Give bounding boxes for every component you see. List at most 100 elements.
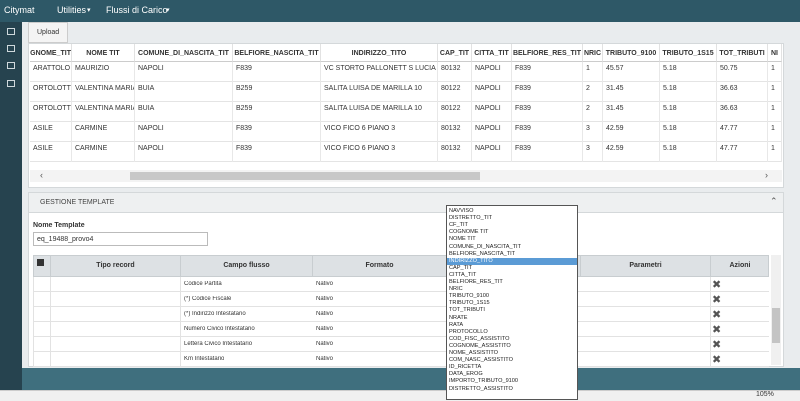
dropdown-item[interactable]: RATA xyxy=(449,321,464,328)
dropdown-item[interactable]: CITTA_TIT xyxy=(449,271,477,278)
grid-row xyxy=(33,352,769,367)
sidebar-icon[interactable] xyxy=(7,80,15,87)
delete-icon[interactable]: ✖ xyxy=(712,354,722,366)
dropdown-item[interactable]: COM_NASC_ASSISTITO xyxy=(449,357,513,364)
grid-cell xyxy=(710,292,711,307)
dropdown-item[interactable]: IMPORTO_TRIBUTO_9100 xyxy=(449,378,519,385)
table-cell: 2 xyxy=(583,102,603,122)
table-cell: F839 xyxy=(512,142,583,162)
table-cell: BUIA xyxy=(135,82,233,102)
scroll-thumb[interactable] xyxy=(130,172,480,180)
format: Nativo xyxy=(316,311,334,317)
sidebar-icon[interactable] xyxy=(7,62,15,69)
dropdown-item[interactable]: INDIRIZZO_TITO xyxy=(447,257,577,265)
dropdown-item[interactable]: BELFIORE_NASCITA_TIT xyxy=(449,250,516,257)
upload-tab[interactable]: Upload xyxy=(28,22,68,43)
table-cell: F839 xyxy=(512,62,583,82)
dropdown-item[interactable]: DATA_EROG xyxy=(449,371,483,378)
grid-cell xyxy=(180,352,181,367)
table-header: NRIC xyxy=(583,44,603,62)
table-row xyxy=(30,102,782,122)
table-cell: ARATTOLO xyxy=(30,62,72,82)
brand[interactable]: Citymat xyxy=(4,5,35,15)
table-cell: 2 xyxy=(583,82,603,102)
grid-row xyxy=(33,307,769,322)
dropdown-item[interactable]: CF_TIT xyxy=(449,222,468,229)
table-cell: 31.45 xyxy=(603,102,660,122)
scroll-right[interactable]: › xyxy=(765,170,768,180)
table-cell: ORTOLOTTI xyxy=(30,102,72,122)
table-cell: 3 xyxy=(583,142,603,162)
dropdown-item[interactable]: COGNOME TIT xyxy=(449,229,489,236)
dropdown-item[interactable]: DISTRETTO_ASSISTITO xyxy=(449,385,513,392)
dropdown-item[interactable]: NRATE xyxy=(449,314,468,321)
dropdown-item[interactable]: COMUNE_DI_NASCITA_TIT xyxy=(449,243,522,250)
table-cell: 3 xyxy=(583,122,603,142)
v-thumb[interactable] xyxy=(772,308,780,343)
grid-header: Campo flusso xyxy=(180,255,312,277)
grid-cell xyxy=(710,352,711,367)
delete-icon[interactable]: ✖ xyxy=(712,279,722,291)
table-header: CITTA_TIT xyxy=(472,44,512,62)
sidebar xyxy=(0,22,22,390)
dropdown-item[interactable]: TRIBUTO_9100 xyxy=(449,293,490,300)
table-cell: 42.59 xyxy=(603,122,660,142)
dropdown-item[interactable]: TOT_TRIBUTI xyxy=(449,307,485,314)
table-cell: F839 xyxy=(512,82,583,102)
sidebar-icon[interactable] xyxy=(7,45,15,52)
status-bar xyxy=(0,390,800,401)
grid-cell xyxy=(180,322,181,337)
dropdown-item[interactable]: TRIBUTO_1S15 xyxy=(449,300,490,307)
table-cell: NAPOLI xyxy=(472,142,512,162)
table-header: COMUNE_DI_NASCITA_TIT xyxy=(135,44,233,62)
dropdown[interactable] xyxy=(446,205,578,400)
table-header: BELFIORE_RES_TIT xyxy=(512,44,583,62)
dropdown-item[interactable]: NRIC xyxy=(449,286,463,293)
sidebar-icon[interactable] xyxy=(7,28,15,35)
grid-header: Tipo record xyxy=(50,255,180,277)
table-cell: F839 xyxy=(512,102,583,122)
delete-icon[interactable]: ✖ xyxy=(712,339,722,351)
table-cell: CARMINE xyxy=(72,142,135,162)
delete-icon[interactable]: ✖ xyxy=(712,324,722,336)
table-header: CAP_TIT xyxy=(438,44,472,62)
table-cell: ASILE xyxy=(30,142,72,162)
section-header[interactable] xyxy=(29,193,783,213)
dropdown-item[interactable]: NAVVISO xyxy=(449,208,474,214)
grid-cell xyxy=(50,307,51,322)
table-cell: 80132 xyxy=(438,62,472,82)
delete-icon[interactable]: ✖ xyxy=(712,294,722,306)
dropdown-item[interactable]: DISTRETTO_TIT xyxy=(449,215,493,222)
grid-header-bg xyxy=(33,255,769,277)
dropdown-item[interactable]: PROTOCOLLO xyxy=(449,328,488,335)
table-cell: 80132 xyxy=(438,122,472,142)
grid-header: Formato xyxy=(312,255,446,277)
nav-menu[interactable]: Utilities xyxy=(57,5,87,15)
dropdown-item[interactable]: NOME TIT xyxy=(449,236,476,243)
table-row xyxy=(30,82,782,102)
table-cell: 1 xyxy=(768,142,782,162)
dropdown-item[interactable]: CAP_TIT xyxy=(449,264,473,271)
grid-row xyxy=(33,277,769,292)
delete-icon[interactable]: ✖ xyxy=(712,309,722,321)
dropdown-item[interactable]: NOME_ASSISTITO xyxy=(449,350,499,356)
collapse-icon[interactable]: ⌃ xyxy=(770,196,778,206)
dropdown-item[interactable]: BELFIORE_RES_TIT xyxy=(449,279,503,285)
format: Nativo xyxy=(316,341,334,347)
table-header: NI xyxy=(768,44,782,62)
top-bar xyxy=(0,0,800,22)
table-cell: 80122 xyxy=(438,82,472,102)
dropdown-item[interactable]: ID_RICETTA xyxy=(449,364,482,371)
grid-cell xyxy=(180,292,181,307)
dropdown-item[interactable]: COD_FISC_ASSISTITO xyxy=(449,335,510,342)
scroll-left[interactable]: ‹ xyxy=(40,170,43,180)
table-cell: VICO FICO 6 PIANO 3 xyxy=(321,142,438,162)
table-row xyxy=(30,122,782,142)
table-cell: ORTOLOTTI xyxy=(30,82,72,102)
add-icon[interactable] xyxy=(37,259,44,266)
name-input[interactable]: eq_19488_provo4 xyxy=(33,232,208,246)
grid-row xyxy=(33,322,769,337)
grid-cell xyxy=(50,337,51,352)
nav-menu[interactable]: Flussi di Carico xyxy=(106,5,168,15)
dropdown-item[interactable]: COGNOME_ASSISTITO xyxy=(449,342,511,349)
